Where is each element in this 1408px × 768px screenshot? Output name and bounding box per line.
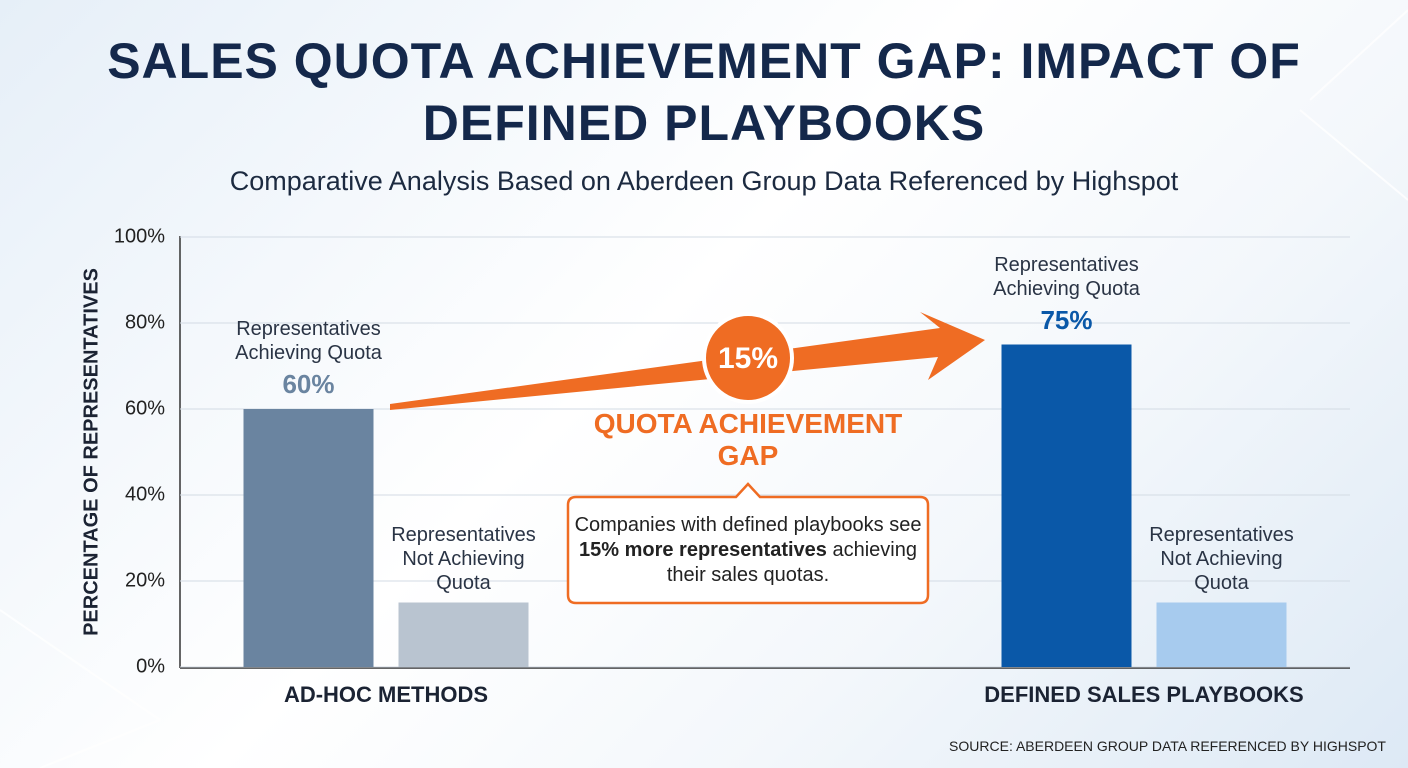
callout-part: achieving their sales quotas. (666, 538, 917, 586)
y-tick-label: 60% (125, 397, 165, 419)
x-tick-label: DEFINED SALES PLAYBOOKS (984, 682, 1304, 707)
y-axis-title: PERCENTAGE OF REPRESENTATIVES (80, 268, 102, 636)
gap-arrow (390, 312, 985, 410)
gap-badge (702, 312, 794, 404)
bar (1001, 344, 1132, 667)
y-tick-label: 80% (125, 311, 165, 333)
y-tick-label: 0% (136, 655, 165, 677)
x-tick-label: AD-HOC METHODS (283, 682, 489, 707)
chart-title: SALES QUOTA ACHIEVEMENT GAP: IMPACT OF D… (107, 33, 1301, 151)
y-tick-label: 40% (125, 483, 165, 505)
bar (1156, 602, 1287, 667)
bar (243, 409, 374, 667)
y-tick-label: 20% (125, 569, 165, 591)
gap-value: 15% (718, 342, 778, 375)
bar-label: Representatives Not Achieving Quota (391, 523, 536, 594)
gap-label: QUOTA ACHIEVEMENT GAP (593, 408, 903, 471)
value-label: 60% (282, 369, 335, 399)
y-tick-label: 100% (114, 225, 165, 247)
bar-label: Representatives Achieving Quota (993, 253, 1140, 300)
decoration (0, 9, 1408, 768)
bar (398, 602, 529, 667)
callout-box (566, 482, 930, 605)
callout-text: Companies with defined playbooks see 15%… (570, 499, 926, 601)
callout-emphasis: 15% more representatives (579, 538, 827, 561)
bar-label: Representatives Achieving Quota (235, 318, 382, 364)
bar-label: Representatives Not Achieving Quota (1149, 523, 1294, 594)
value-label: 75% (1040, 304, 1093, 335)
chart-subtitle: Comparative Analysis Based on Aberdeen G… (229, 166, 1179, 196)
callout-body: Companies with defined playbooks see 15%… (570, 513, 926, 588)
callout-part: Companies with defined playbooks see (574, 513, 922, 536)
source: SOURCE: ABERDEEN GROUP DATA REFERENCED B… (949, 738, 1386, 754)
